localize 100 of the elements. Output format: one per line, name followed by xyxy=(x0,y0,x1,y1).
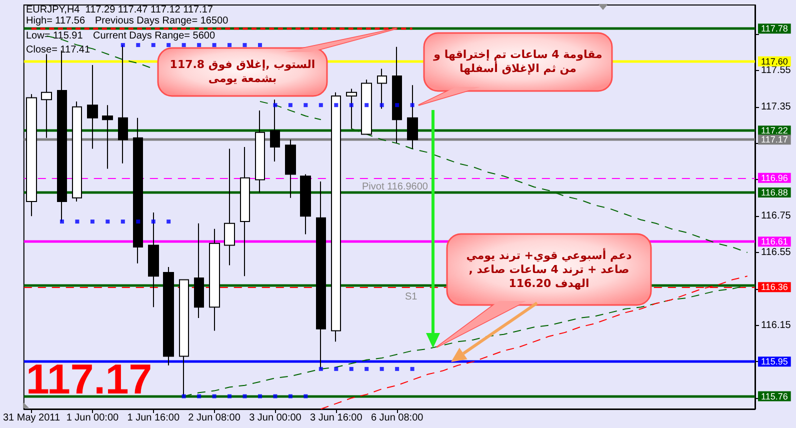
ref-line-label: 117.78 xyxy=(761,24,788,34)
candlestick xyxy=(41,54,52,138)
point xyxy=(304,394,308,398)
candlestick xyxy=(72,100,82,202)
ref-line-label: 116.88 xyxy=(761,187,788,198)
candlestick xyxy=(392,46,402,144)
point xyxy=(166,220,171,224)
y-tick-label: 117.55 xyxy=(761,65,792,76)
ref-line-label: 115.76 xyxy=(761,391,788,402)
point xyxy=(410,366,414,371)
point xyxy=(334,103,338,108)
candlestick xyxy=(285,139,296,198)
point xyxy=(318,366,323,371)
annotation: Current Days Range= 5600 xyxy=(93,30,216,42)
point xyxy=(242,43,247,48)
ref-line-label: 116.96 xyxy=(761,172,788,183)
candlestick xyxy=(407,84,418,150)
candlestick xyxy=(118,44,128,164)
candlestick xyxy=(102,104,113,170)
candlestick xyxy=(361,79,372,135)
x-tick-label: 6 Jun 08:00 xyxy=(370,412,424,424)
candlestick xyxy=(300,174,311,235)
annotation: 117.17 xyxy=(26,356,152,402)
x-tick-label: 2 Jun 08:00 xyxy=(188,412,241,424)
candlestick xyxy=(163,266,174,366)
annotation: Low= 115.91 xyxy=(26,30,84,42)
point xyxy=(212,394,216,398)
annotation: Previous Days Range= 16500 xyxy=(95,16,229,26)
point xyxy=(136,43,140,48)
candlestick xyxy=(331,92,341,342)
point xyxy=(288,394,292,398)
point xyxy=(349,103,354,108)
point xyxy=(273,394,278,398)
point xyxy=(151,43,156,48)
x-tick-label: 31 May 2011 xyxy=(2,412,60,424)
point xyxy=(106,220,110,224)
point xyxy=(380,103,384,108)
y-tick-label: 116.15 xyxy=(761,320,792,331)
x-tick-label: 1 Jun 00:00 xyxy=(66,412,120,424)
candlestick xyxy=(179,279,189,397)
point xyxy=(228,43,232,48)
annotation: دعم أسبوعي قوي+ ترند يومي صاعد + ترند 4 ساعات صاعد , الهدف 116.20 xyxy=(465,248,633,290)
annotation: S1 xyxy=(405,292,418,303)
point xyxy=(364,366,369,371)
point xyxy=(136,220,140,224)
ref-line-label: 116.36 xyxy=(761,282,788,292)
point xyxy=(197,43,202,48)
candlestick xyxy=(346,88,357,130)
y-tick-label: 117.35 xyxy=(761,101,792,112)
candlestick xyxy=(26,94,37,217)
point xyxy=(380,366,384,371)
point xyxy=(395,103,400,108)
candlestick xyxy=(255,110,265,193)
candlestick xyxy=(270,99,280,162)
annotation: Close= 117.41 xyxy=(26,44,90,56)
point xyxy=(410,103,414,108)
point xyxy=(258,43,262,48)
point xyxy=(228,394,232,398)
point xyxy=(182,394,186,398)
candlestick xyxy=(209,228,220,332)
annotation: Pivot 116.9600 xyxy=(362,181,428,192)
ref-line-label: 117.17 xyxy=(761,134,788,145)
point xyxy=(151,220,156,224)
ref-line-label: 115.95 xyxy=(761,356,788,367)
point xyxy=(273,103,278,108)
point xyxy=(288,103,292,108)
y-tick-label: 116.75 xyxy=(761,210,792,222)
x-tick-label: 1 Jun 16:00 xyxy=(127,412,180,424)
annotation: الستوب ,إغلاق فوق 117.8 بشمعة يومى xyxy=(168,58,316,86)
candlestick xyxy=(87,64,98,150)
point xyxy=(334,366,338,371)
candlestick xyxy=(148,212,159,308)
chart-title: EURJPY,H4 117.29 117.47 117.12 117.17 xyxy=(26,4,214,16)
x-tick-label: 3 Jun 00:00 xyxy=(249,412,302,424)
point xyxy=(364,103,369,108)
candlestick xyxy=(377,68,387,110)
candlestick xyxy=(240,146,250,277)
candlestick xyxy=(133,117,143,264)
point xyxy=(318,103,323,108)
candlestick xyxy=(224,148,235,266)
candlestick xyxy=(194,222,204,319)
y-tick-label: 116.55 xyxy=(761,246,792,258)
point xyxy=(212,43,216,48)
point xyxy=(120,220,125,224)
point xyxy=(242,394,247,398)
point xyxy=(120,43,125,48)
candlestick xyxy=(316,181,326,370)
x-tick-label: 3 Jun 16:00 xyxy=(310,412,363,424)
point xyxy=(90,220,94,224)
point xyxy=(304,103,308,108)
annotation: High= 117.56 xyxy=(26,16,86,26)
ref-line-label: 117.22 xyxy=(761,126,788,136)
point xyxy=(75,220,80,224)
annotation: مقاومة 4 ساعات تم إختراقها و من ثم الإغلاق أسفلها xyxy=(432,48,604,76)
ref-line-label: 116.61 xyxy=(761,236,788,247)
point xyxy=(60,220,64,224)
ref-line-label: 117.60 xyxy=(761,56,788,66)
point xyxy=(395,366,400,371)
point xyxy=(197,394,202,398)
point xyxy=(182,43,186,48)
